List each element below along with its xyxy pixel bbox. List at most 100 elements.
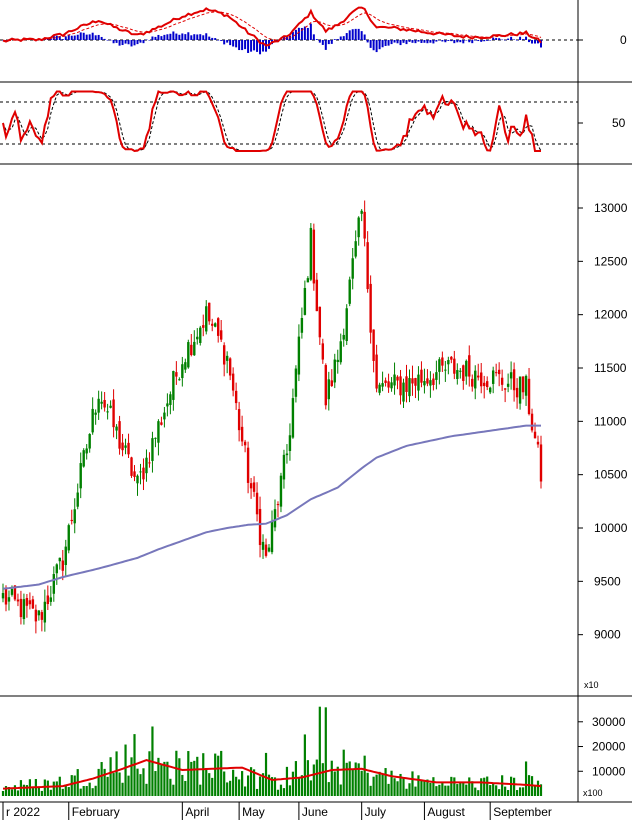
volume-bar xyxy=(94,785,97,796)
macd-histogram-bar xyxy=(100,36,103,40)
macd-histogram-bar xyxy=(456,40,459,43)
volume-bar xyxy=(336,766,339,796)
candle-body xyxy=(375,354,378,389)
candle-body xyxy=(515,387,519,398)
candle-body xyxy=(142,467,145,480)
macd-histogram-bar xyxy=(303,26,306,40)
volume-bar xyxy=(244,786,247,796)
candle-body xyxy=(512,369,516,391)
candle-body xyxy=(530,413,534,431)
volume-bar xyxy=(279,784,283,796)
candle-body xyxy=(494,372,498,374)
candle-body xyxy=(444,369,447,371)
volume-bar xyxy=(208,773,211,796)
volume-bar xyxy=(429,782,432,796)
volume-bar xyxy=(459,782,462,796)
volume-bar xyxy=(91,788,94,796)
macd-histogram-bar xyxy=(217,40,220,41)
volume-bar xyxy=(124,744,127,796)
volume-bar xyxy=(13,785,17,796)
candle-body xyxy=(157,421,160,443)
candle-body xyxy=(40,612,44,620)
candle-body xyxy=(255,492,259,515)
macd-histogram-bar xyxy=(519,36,522,40)
volume-bar xyxy=(55,781,58,796)
macd-histogram-bar xyxy=(208,36,211,40)
candle-body xyxy=(243,441,247,446)
stochastic-tick-label: 50 xyxy=(612,116,626,130)
volume-bar xyxy=(471,781,474,796)
macd-histogram-bar xyxy=(357,28,360,40)
macd-histogram-bar xyxy=(471,40,474,44)
candle-body xyxy=(477,375,480,378)
macd-histogram-bar xyxy=(378,40,381,50)
macd-histogram-bar xyxy=(537,40,540,44)
macd-histogram-bar xyxy=(333,39,336,40)
volume-bar xyxy=(181,774,184,796)
candle-body xyxy=(339,341,342,363)
candle-body xyxy=(124,445,127,448)
volume-bar xyxy=(462,781,465,796)
macd-histogram-bar xyxy=(390,40,393,45)
price-tick-label: 12000 xyxy=(594,308,628,322)
macd-histogram-bar xyxy=(393,40,396,43)
candle-body xyxy=(488,387,492,393)
volume-bar xyxy=(348,761,351,796)
candle-body xyxy=(52,574,56,594)
macd-histogram-bar xyxy=(82,32,85,40)
macd-histogram-bar xyxy=(327,40,330,45)
macd-histogram-bar xyxy=(510,36,513,40)
candle-body xyxy=(503,388,507,390)
macd-histogram-bar xyxy=(169,33,172,40)
candle-body xyxy=(363,211,366,239)
macd-histogram-bar xyxy=(67,34,70,40)
candle-body xyxy=(121,442,124,451)
volume-bar xyxy=(249,767,253,796)
candle-body xyxy=(438,359,441,372)
volume-bar xyxy=(160,764,163,796)
candle-body xyxy=(163,412,166,420)
candle-body xyxy=(130,457,133,476)
volume-bar xyxy=(184,780,187,796)
volume-bar xyxy=(178,758,181,796)
candle-body xyxy=(491,370,495,384)
candle-body xyxy=(261,541,265,550)
volume-bar xyxy=(390,770,393,796)
volume-bar xyxy=(363,755,366,796)
price-tick-label: 9500 xyxy=(594,574,621,588)
candle-body xyxy=(420,369,423,383)
x-axis-tick-label: February xyxy=(72,805,120,819)
volume-bar xyxy=(360,770,363,796)
candle-body xyxy=(321,343,325,360)
macd-histogram-bar xyxy=(312,34,315,40)
macd-histogram-bar xyxy=(408,40,411,42)
volume-bar xyxy=(369,785,372,796)
candle-body xyxy=(500,377,504,385)
price-tick-label: 10000 xyxy=(594,521,628,535)
volume-bar xyxy=(366,772,369,796)
candle-body xyxy=(372,329,375,361)
x-axis-tick-label: May xyxy=(242,805,265,819)
volume-bar xyxy=(205,767,208,796)
macd-histogram-bar xyxy=(450,40,453,42)
macd-histogram-bar xyxy=(151,36,154,40)
volume-bar xyxy=(270,777,274,796)
candle-body xyxy=(22,599,26,620)
candle-body xyxy=(357,217,360,238)
macd-histogram-bar xyxy=(154,36,157,40)
volume-bar xyxy=(235,776,238,796)
macd-histogram-bar xyxy=(417,40,420,42)
candle-body xyxy=(208,302,211,322)
macd-histogram-bar xyxy=(157,34,160,40)
volume-bar xyxy=(7,787,11,796)
volume-bar xyxy=(297,777,300,796)
macd-histogram-bar xyxy=(163,34,166,40)
candle-body xyxy=(172,371,175,400)
stochastic-k-line xyxy=(2,90,541,153)
candle-body xyxy=(480,372,483,387)
price-tick-label: 13000 xyxy=(594,201,628,215)
macd-histogram-bar xyxy=(103,38,106,40)
candle-body xyxy=(252,482,256,492)
macd-histogram-bar xyxy=(97,34,100,40)
macd-histogram-bar xyxy=(2,40,4,41)
